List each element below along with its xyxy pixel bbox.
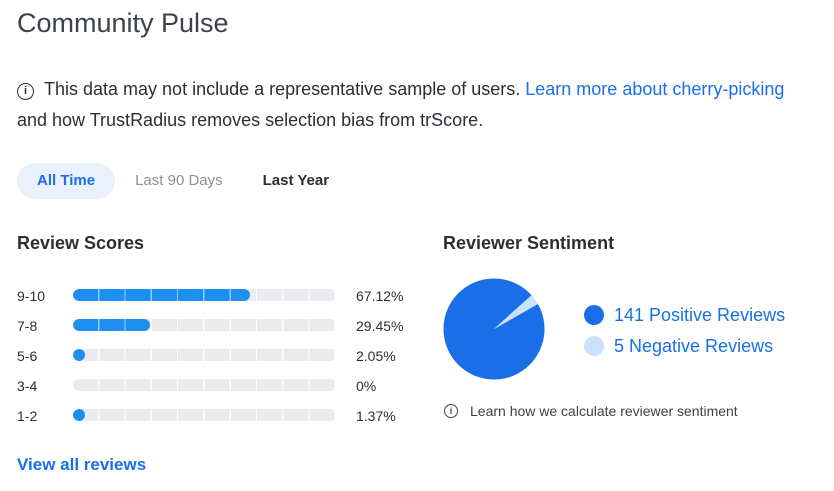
score-row-1-2: 1-2 1.37%: [17, 406, 417, 426]
score-label: 7-8: [17, 318, 38, 334]
score-bar-fill: [73, 409, 85, 421]
score-bar: [73, 349, 336, 361]
score-bar: [73, 289, 336, 301]
score-row-3-4: 3-4 0%: [17, 376, 417, 396]
time-range-tabs: All Time Last 90 Days Last Year: [17, 163, 349, 199]
notice-text-after: and how TrustRadius removes selection bi…: [17, 110, 484, 130]
positive-dot-icon: [584, 305, 604, 325]
negative-dot-icon: [584, 336, 604, 356]
sentiment-calc-text[interactable]: Learn how we calculate reviewer sentimen…: [470, 403, 738, 419]
score-label: 3-4: [17, 378, 38, 394]
sentiment-pie-chart: [443, 278, 545, 380]
info-icon: i: [444, 404, 458, 418]
info-icon: i: [17, 83, 34, 100]
data-notice: i This data may not include a representat…: [17, 74, 827, 136]
pie-slice-negative: [494, 295, 538, 329]
score-bar: [73, 409, 336, 421]
pie-slice-positive: [443, 278, 545, 380]
score-percent: 67.12%: [356, 288, 404, 304]
tab-last-year[interactable]: Last Year: [262, 172, 330, 189]
negative-reviews-link[interactable]: 5 Negative Reviews: [614, 335, 774, 356]
tab-last-90-days[interactable]: Last 90 Days: [135, 172, 223, 189]
score-label: 1-2: [17, 408, 38, 424]
score-percent: 2.05%: [356, 348, 396, 364]
score-row-5-6: 5-6 2.05%: [17, 346, 417, 366]
score-label: 5-6: [17, 348, 38, 364]
score-percent: 29.45%: [356, 318, 404, 334]
view-all-reviews-link[interactable]: View all reviews: [17, 455, 147, 474]
score-percent: 1.37%: [356, 408, 396, 424]
score-bar: [73, 379, 336, 391]
score-label: 9-10: [17, 288, 46, 304]
review-scores-heading: Review Scores: [17, 233, 145, 253]
score-bar-fill: [73, 289, 250, 301]
tab-all-time[interactable]: All Time: [17, 163, 116, 199]
notice-text: This data may not include a representati…: [44, 79, 521, 99]
score-bar-fill: [73, 319, 151, 331]
legend-negative[interactable]: 5 Negative Reviews: [584, 335, 773, 357]
score-row-7-8: 7-8 29.45%: [17, 316, 417, 336]
page-title: Community Pulse: [17, 8, 229, 38]
score-bar: [73, 319, 336, 331]
positive-reviews-link[interactable]: 141 Positive Reviews: [614, 304, 786, 325]
score-percent: 0%: [356, 378, 377, 394]
reviewer-sentiment-heading: Reviewer Sentiment: [443, 233, 615, 253]
cherry-picking-link[interactable]: Learn more about cherry-picking: [525, 79, 785, 99]
score-bar-fill: [73, 349, 85, 361]
score-row-9-10: 9-10 67.12%: [17, 286, 417, 306]
legend-positive[interactable]: 141 Positive Reviews: [584, 304, 785, 326]
sentiment-calc-link[interactable]: i Learn how we calculate reviewer sentim…: [444, 403, 738, 419]
